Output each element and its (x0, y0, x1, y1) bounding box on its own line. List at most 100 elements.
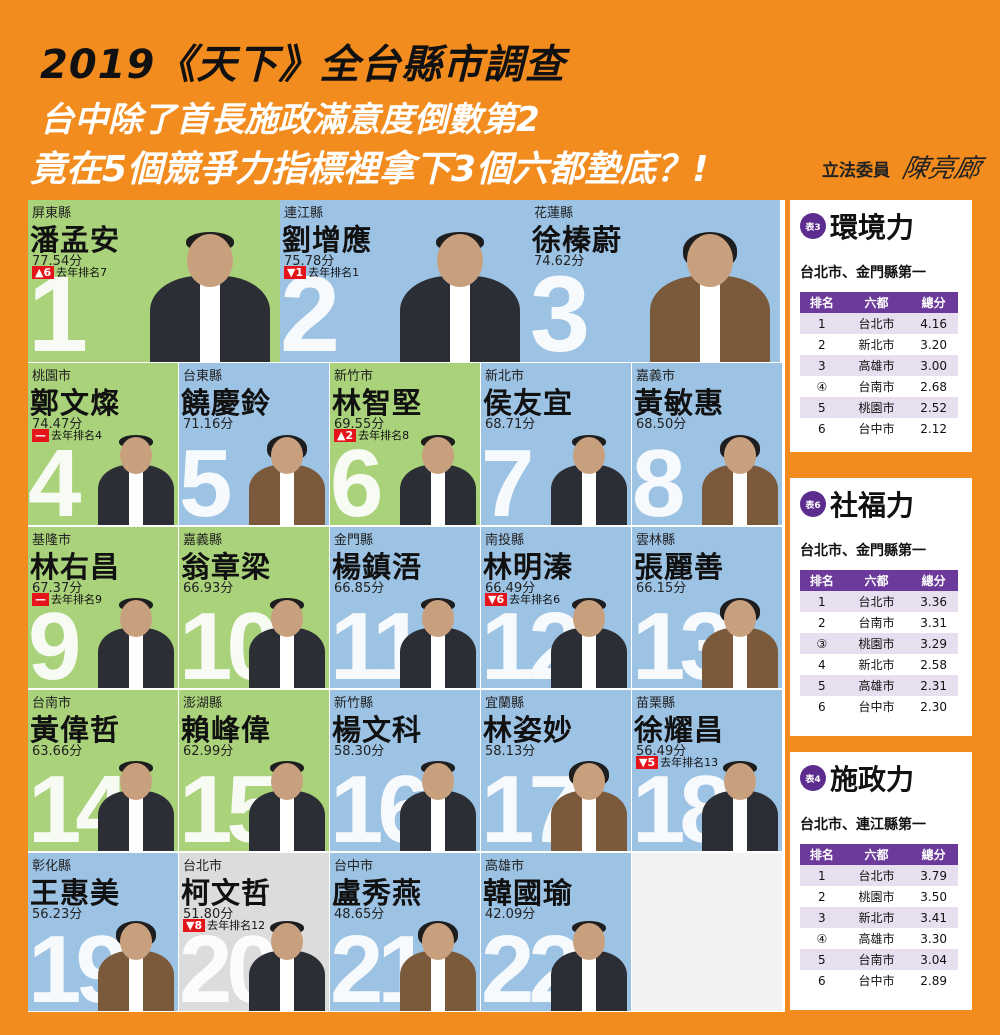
mayor-name: 柯文哲 (181, 876, 272, 910)
column-header: 排名 (800, 292, 844, 313)
table-row: 1 台北市 3.79 (800, 865, 958, 886)
signature: 陳亮廊 (899, 154, 984, 184)
column-header: 排名 (800, 844, 844, 865)
portrait-photo (702, 598, 778, 688)
table-row: 6 台中市 2.89 (800, 970, 958, 991)
table-cell: 2 (818, 337, 826, 352)
table-cell: 5 (800, 675, 844, 696)
mayor-name: 黃敏惠 (634, 386, 725, 420)
table-cell: 2.31 (909, 675, 958, 696)
portrait-photo (98, 598, 174, 688)
rank-change-tag: — (32, 429, 49, 442)
panel-subtitle: 台北市、金門縣第一 (800, 543, 926, 559)
county-name: 澎湖縣 (183, 696, 223, 711)
table-cell: 台中市 (858, 974, 895, 988)
table-cell: 6 (818, 699, 826, 714)
column-header: 排名 (800, 570, 844, 591)
table-cell: 台南市 (858, 380, 895, 394)
last-year-rank: 去年排名13 (660, 756, 719, 769)
county-name: 台中市 (334, 859, 374, 874)
table-cell: 2.68 (920, 379, 948, 394)
county-name: 雲林縣 (636, 533, 676, 548)
ranking-card: 9 基隆市 林右昌 67.37分 — 去年排名9 (28, 527, 178, 688)
rank-change: ▲6 去年排名7 (32, 264, 107, 280)
table-number-badge: 表3 (800, 213, 826, 239)
table-cell: 2.30 (920, 699, 948, 714)
ranking-card: 20 台北市 柯文哲 51.80分 ▼8 去年排名12 (179, 853, 329, 1011)
ranking-card: 13 雲林縣 張麗善 66.15分 (632, 527, 782, 688)
rank-number: 6 (330, 430, 383, 525)
ranking-card: 15 澎湖縣 賴峰偉 62.99分 (179, 690, 329, 851)
table-row: 6 台中市 2.30 (800, 696, 958, 717)
county-name: 宜蘭縣 (485, 696, 525, 711)
table-cell: 台北市 (843, 313, 910, 334)
mayor-name: 侯友宜 (483, 386, 574, 420)
table-cell: 1 (800, 865, 844, 886)
mayor-name: 林姿妙 (483, 713, 574, 747)
last-year-rank: 去年排名4 (51, 429, 102, 442)
mayor-name: 饒慶鈴 (181, 386, 272, 420)
score: 77.54分 (32, 254, 83, 269)
table-cell: 2.89 (920, 973, 948, 988)
rank-change-tag: ▲2 (334, 429, 357, 442)
table-row: 2 桃園市 3.50 (800, 886, 958, 907)
rank-change: ▲2 去年排名8 (334, 427, 409, 443)
table-cell: 5 (800, 397, 844, 418)
mayor-name: 楊文科 (332, 713, 423, 747)
score: 62.99分 (183, 744, 234, 759)
page-title: 2019《天下》全台縣市調查 (40, 42, 566, 88)
mayor-name: 張麗善 (634, 550, 725, 584)
ranking-card: 17 宜蘭縣 林姿妙 58.13分 (481, 690, 631, 851)
portrait-photo (551, 598, 627, 688)
column-header: 六都 (843, 570, 910, 591)
score: 69.55分 (334, 417, 385, 432)
ranking-table: 排名 六都 總分 1 台北市 4.16 2 新北市 3.20 3 高雄市 3.00 ④ 台南市 2.68 5 桃… (800, 292, 958, 439)
table-cell: ④ (816, 379, 828, 394)
table-cell: 高雄市 (843, 675, 910, 696)
table-cell: ③ (800, 633, 844, 654)
panel-title: 環境力 (830, 211, 915, 244)
table-cell: 4.16 (909, 313, 958, 334)
rank-change-tag: ▼6 (485, 593, 508, 606)
county-name: 台東縣 (183, 369, 223, 384)
portrait-photo (98, 435, 174, 525)
table-row: 3 新北市 3.41 (800, 907, 958, 928)
panel-title: 社福力 (830, 489, 915, 522)
last-year-rank: 去年排名8 (358, 429, 410, 442)
rank-number: 9 (28, 593, 81, 688)
last-year-rank: 去年排名6 (509, 593, 561, 606)
table-cell: 桃園市 (843, 633, 910, 654)
score: 75.78分 (284, 254, 335, 269)
portrait-photo (400, 921, 476, 1011)
ranking-card: 12 南投縣 林明溱 66.49分 ▼6 去年排名6 (481, 527, 631, 688)
score: 58.30分 (334, 744, 385, 759)
score: 74.47分 (32, 417, 83, 432)
table-row: 6 台中市 2.12 (800, 418, 958, 439)
ranking-table-panel: 表6 社福力 台北市、金門縣第一 排名 六都 總分 1 台北市 3.36 2 台南市 3.31 ③ 桃園市… (790, 478, 972, 736)
mayor-name: 林右昌 (30, 550, 121, 584)
county-name: 新北市 (485, 369, 525, 384)
rank-change: — 去年排名9 (32, 591, 102, 607)
portrait-photo (400, 232, 520, 362)
mayor-name: 潘孟安 (30, 223, 121, 257)
ranking-card: 1 屏東縣 潘孟安 77.54分 ▲6 去年排名7 (28, 200, 280, 362)
table-cell: 2.58 (920, 657, 948, 672)
table-cell: ④ (816, 931, 828, 946)
portrait-photo (249, 598, 325, 688)
rank-change-tag: ▲6 (32, 266, 55, 279)
table-number-badge: 表4 (800, 765, 826, 791)
ranking-table-panel: 表4 施政力 台北市、連江縣第一 排名 六都 總分 1 台北市 3.79 2 桃園市 3.50 3 新北市… (790, 752, 972, 1010)
mayor-name: 賴峰偉 (181, 713, 272, 747)
score: 74.62分 (534, 254, 585, 269)
county-name: 新竹縣 (334, 696, 374, 711)
portrait-photo (650, 232, 770, 362)
table-cell: 台北市 (843, 591, 910, 612)
portrait-photo (249, 761, 325, 851)
ranking-table: 排名 六都 總分 1 台北市 3.36 2 台南市 3.31 ③ 桃園市 3.29 4 新北市 2.58 5 高… (800, 570, 958, 717)
subtitle-line-1: 台中除了首長施政滿意度倒數第2 (40, 100, 540, 140)
table-cell: 6 (818, 421, 826, 436)
table-cell: 3 (800, 355, 844, 376)
table-row: 2 台南市 3.31 (800, 612, 958, 633)
table-cell: 1 (800, 591, 844, 612)
ranking-grid: 1 屏東縣 潘孟安 77.54分 ▲6 去年排名7 2 連江縣 劉增應 75.78分 ▼1 去年排名1… (28, 200, 785, 1012)
